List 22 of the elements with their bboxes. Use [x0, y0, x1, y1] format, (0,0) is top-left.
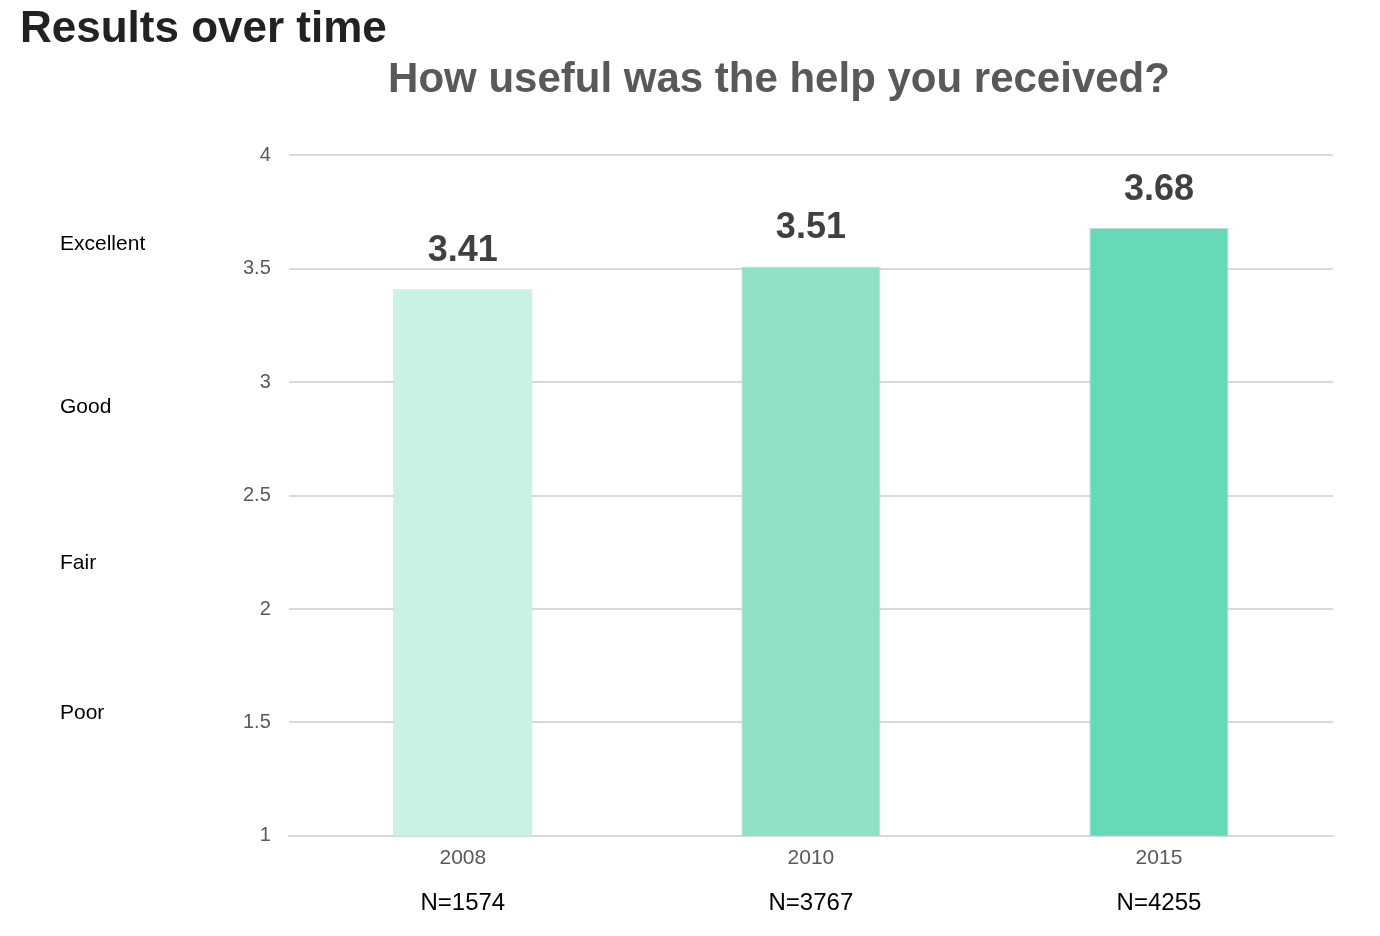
text: Poor [60, 700, 105, 724]
x-tick-label: 2010 [787, 845, 835, 869]
y-tick-label: 2.5 [242, 483, 271, 506]
y-tick-label: 3 [259, 369, 271, 392]
text: N=3767 [768, 888, 854, 916]
y-tick-label: 1 [259, 823, 271, 846]
data-label: 3.68 [1123, 166, 1195, 208]
data-label: 3.51 [775, 205, 846, 247]
text: N=4255 [1116, 888, 1202, 916]
x-tick-label: 2015 [1135, 845, 1183, 869]
y-tick-label: 3.5 [242, 256, 271, 279]
chart-title: How useful was the help you received? [388, 53, 1170, 101]
y-tick-label: 1.5 [242, 709, 271, 732]
data-label: 3.41 [427, 228, 498, 270]
text: Fair [60, 550, 97, 574]
text: Results over time [20, 2, 387, 52]
text: Excellent [60, 230, 146, 254]
y-tick-label: 4 [259, 142, 271, 165]
y-tick-label: 2 [259, 596, 271, 619]
x-tick-label: 2008 [439, 845, 487, 869]
text: N=1574 [420, 888, 506, 916]
text: Good [60, 393, 112, 417]
